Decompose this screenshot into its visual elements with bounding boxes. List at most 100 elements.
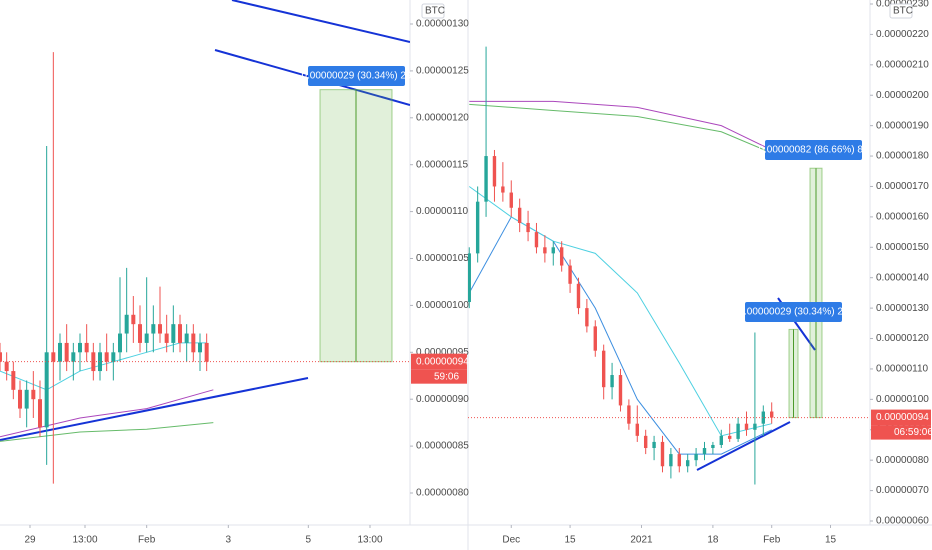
- measure-label: 0.00000029 (30.34%) 29: [738, 307, 849, 318]
- x-tick-label: 15: [565, 535, 577, 546]
- candle-body: [44, 352, 49, 428]
- candle-body: [660, 441, 665, 467]
- candle-body: [610, 375, 614, 388]
- x-tick-label: Feb: [763, 535, 781, 546]
- candle-body: [635, 423, 639, 436]
- candle-body: [719, 435, 723, 445]
- candle-body: [111, 352, 116, 362]
- candle-body: [51, 352, 56, 362]
- candle-body: [131, 314, 136, 325]
- x-tick-label: 13:00: [357, 535, 382, 546]
- candle-body: [534, 232, 539, 248]
- candle-body: [526, 222, 530, 233]
- axis-unit: BTC: [425, 6, 445, 17]
- x-tick-label: 5: [306, 535, 312, 546]
- trend-line: [0, 377, 309, 441]
- x-tick-label: 3: [226, 535, 232, 546]
- candle-body: [151, 324, 156, 334]
- countdown-box: [871, 425, 931, 440]
- measure-label-box: [765, 140, 862, 160]
- candle-body: [0, 352, 2, 362]
- candle-body: [204, 342, 209, 362]
- candle-body: [475, 201, 480, 254]
- candle-body: [64, 342, 69, 362]
- y-tick-label: 0.00000090: [416, 394, 469, 405]
- last-price-label: 0.00000094: [416, 356, 469, 367]
- candle-body: [761, 411, 766, 424]
- candle-body: [702, 448, 707, 455]
- candle-body: [171, 324, 176, 343]
- x-tick-label: 15: [825, 535, 837, 546]
- candle-body: [727, 435, 732, 439]
- y-tick-label: 0.00000220: [876, 29, 929, 40]
- candle-body: [58, 342, 62, 362]
- candle-body: [24, 389, 29, 409]
- candle-body: [627, 405, 631, 424]
- y-tick-label: 0.00000140: [876, 272, 929, 283]
- candle-body: [198, 342, 202, 353]
- candle-body: [104, 352, 109, 362]
- x-tick-label: 13:00: [72, 535, 97, 546]
- candle-body: [652, 441, 656, 449]
- x-tick-label: 18: [707, 535, 719, 546]
- countdown-box: [411, 369, 467, 384]
- candle-body: [158, 324, 162, 334]
- y-tick-label: 0.00000200: [876, 90, 929, 101]
- candle-body: [685, 460, 690, 467]
- axis-unit-bg: [421, 3, 445, 19]
- y-tick-label: 0.00000070: [876, 485, 929, 496]
- measure-label-box: [745, 302, 842, 322]
- x-tick-label: Feb: [138, 535, 156, 546]
- candle-body: [18, 389, 22, 409]
- candle-body: [585, 308, 589, 327]
- candle-body: [559, 247, 564, 266]
- x-tick-label: 29: [24, 535, 36, 546]
- y-tick-label: 0.00000150: [876, 242, 929, 253]
- candle-body: [509, 192, 513, 208]
- candle-body: [124, 314, 129, 334]
- candle-body: [601, 350, 606, 388]
- candle-body: [551, 247, 555, 254]
- candle-body: [770, 411, 774, 418]
- candle-body: [38, 399, 42, 428]
- candle-body: [643, 435, 648, 449]
- last-price-label: 0.00000094: [876, 412, 929, 423]
- y-tick-label: 0.00000100: [876, 394, 929, 405]
- y-tick-label: 0.00000120: [416, 112, 469, 123]
- candle-body: [736, 423, 740, 439]
- y-tick-label: 0.00000180: [876, 151, 929, 162]
- y-tick-label: 0.00000115: [416, 159, 469, 170]
- candle-body: [118, 333, 122, 353]
- y-tick-label: 0.00000160: [876, 212, 929, 223]
- measure-label: 0.00000029 (30.34%) 29: [301, 71, 412, 82]
- y-tick-label: 0.00000125: [416, 66, 469, 77]
- candle-body: [576, 283, 581, 309]
- plot-area: [468, 46, 823, 485]
- y-tick-label: 0.00000130: [416, 19, 469, 30]
- candle-body: [744, 423, 749, 430]
- candle-body: [543, 247, 547, 254]
- candle-body: [492, 156, 497, 187]
- candle-body: [669, 454, 673, 467]
- axis-unit-bg: [889, 3, 913, 19]
- candle-body: [694, 454, 698, 461]
- candle-body: [78, 342, 82, 353]
- y-tick-label: 0.00000120: [876, 333, 929, 344]
- candle-body: [593, 326, 597, 351]
- y-tick-label: 0.00000130: [876, 303, 929, 314]
- y-tick-label: 0.00000100: [416, 300, 469, 311]
- candle-body: [517, 207, 522, 223]
- candle-body: [184, 333, 189, 343]
- candle-body: [618, 375, 623, 406]
- y-tick-label: 0.00000095: [416, 347, 469, 358]
- candle-body: [71, 352, 76, 362]
- y-tick-label: 0.00000080: [876, 455, 929, 466]
- candle-body: [4, 361, 9, 372]
- moving-average: [469, 103, 772, 154]
- candle-body: [568, 265, 572, 284]
- y-tick-label: 0.00000210: [876, 59, 929, 70]
- candle-body: [31, 389, 36, 400]
- plot-area: [0, 52, 393, 484]
- y-tick-label: 0.00000190: [876, 120, 929, 131]
